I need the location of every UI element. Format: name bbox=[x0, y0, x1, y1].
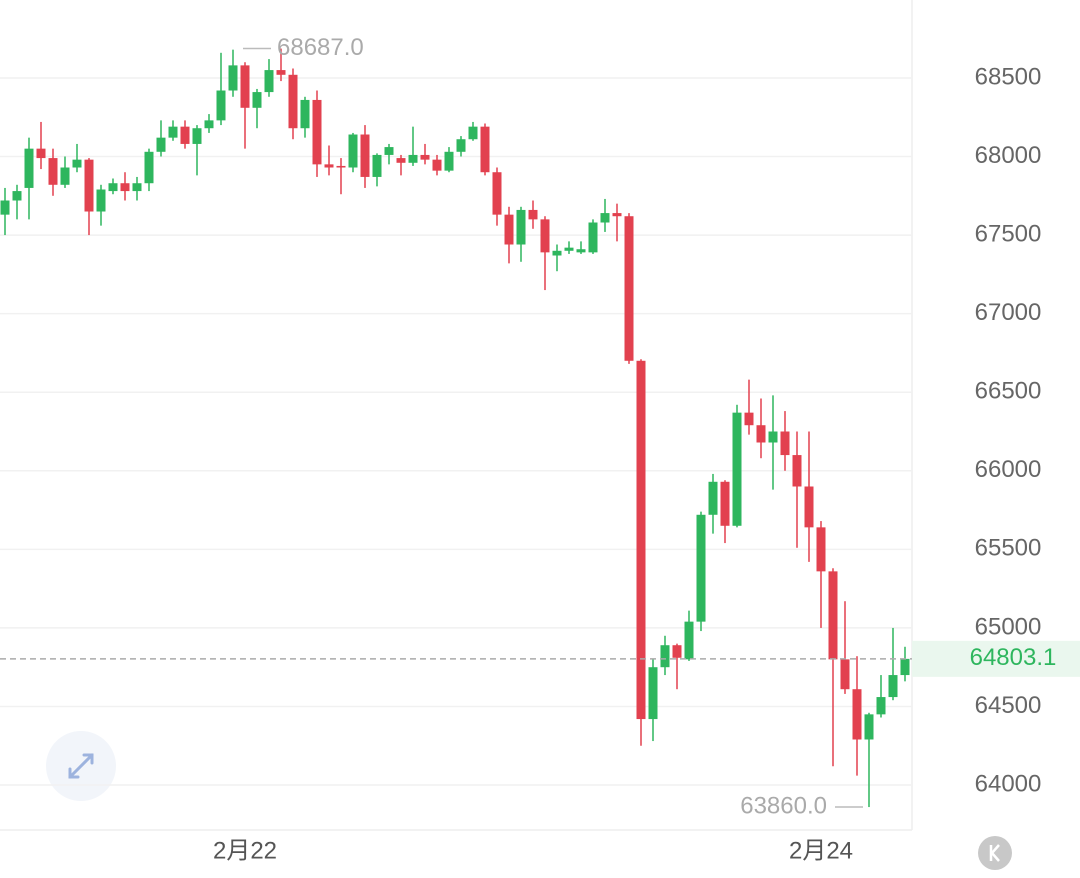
candle-body bbox=[504, 214, 514, 245]
y-tick-label: 68000 bbox=[975, 142, 1042, 169]
candle-body bbox=[264, 70, 274, 93]
candle-body bbox=[300, 99, 310, 129]
candle-body bbox=[60, 167, 70, 185]
candle-body bbox=[360, 134, 370, 177]
y-tick-label: 68500 bbox=[975, 63, 1042, 90]
candle-body bbox=[348, 134, 358, 168]
candle-body bbox=[600, 213, 610, 223]
y-tick-label: 65500 bbox=[975, 535, 1042, 562]
current-price-tag bbox=[912, 640, 1080, 677]
candle-body bbox=[552, 250, 562, 256]
candle-body bbox=[84, 159, 94, 212]
kline-circle[interactable] bbox=[978, 836, 1012, 870]
candle-body bbox=[840, 659, 850, 690]
candle-body bbox=[768, 431, 778, 443]
x-tick-label: 2月24 bbox=[789, 837, 853, 864]
candle-body bbox=[612, 213, 622, 217]
candle-body bbox=[732, 412, 742, 526]
candle-body bbox=[864, 714, 874, 740]
candle-body bbox=[624, 216, 634, 361]
candle-body bbox=[120, 183, 130, 192]
candle-body bbox=[588, 222, 598, 253]
y-tick-label: 64500 bbox=[975, 692, 1042, 719]
candle-body bbox=[144, 151, 154, 184]
candle-body bbox=[852, 689, 862, 740]
candle-body bbox=[660, 645, 670, 668]
candle-body bbox=[372, 154, 382, 177]
candle-body bbox=[816, 527, 826, 572]
candle-body bbox=[684, 621, 694, 660]
candle-body bbox=[828, 571, 838, 660]
candle-body bbox=[0, 200, 10, 215]
candle-body bbox=[420, 154, 430, 160]
candle-body bbox=[192, 128, 202, 144]
expand-button[interactable] bbox=[46, 731, 116, 801]
y-tick-label: 66500 bbox=[975, 378, 1042, 405]
annotation-label: 68687.0 bbox=[277, 34, 364, 61]
y-tick-label: 65000 bbox=[975, 613, 1042, 640]
candle-body bbox=[672, 645, 682, 658]
candle-body bbox=[876, 697, 886, 715]
candle-body bbox=[396, 158, 406, 163]
candle-body bbox=[408, 154, 418, 163]
candle-body bbox=[480, 126, 490, 173]
candle-body bbox=[324, 164, 334, 168]
candle-body bbox=[804, 486, 814, 528]
candle-body bbox=[228, 65, 238, 91]
candle-body bbox=[108, 183, 118, 192]
candle-body bbox=[156, 137, 166, 152]
expand-icon[interactable] bbox=[68, 753, 94, 779]
candle-body bbox=[252, 92, 262, 108]
candle-body bbox=[180, 126, 190, 144]
candle-body bbox=[576, 249, 586, 253]
y-tick-label: 67000 bbox=[975, 299, 1042, 326]
candle-body bbox=[276, 70, 286, 75]
candle-body bbox=[240, 65, 250, 108]
annotation-label: 63860.0 bbox=[740, 792, 827, 819]
candle-body bbox=[36, 148, 46, 159]
candle-body bbox=[696, 514, 706, 622]
candle-body bbox=[720, 481, 730, 526]
candle-body bbox=[432, 159, 442, 171]
candle-body bbox=[492, 172, 502, 215]
candle-body bbox=[648, 667, 658, 720]
candle-body bbox=[336, 165, 346, 168]
candle-body bbox=[780, 431, 790, 456]
y-tick-label: 64000 bbox=[975, 770, 1042, 797]
candle-body bbox=[540, 219, 550, 253]
candle-body bbox=[96, 189, 106, 212]
candle-body bbox=[756, 425, 766, 443]
candle-body bbox=[48, 158, 58, 185]
current-price-label: 64803.1 bbox=[970, 644, 1057, 671]
candle-body bbox=[888, 675, 898, 698]
candle-body bbox=[444, 151, 454, 171]
candle-body bbox=[744, 412, 754, 426]
candle-body bbox=[792, 455, 802, 487]
x-tick-label: 2月22 bbox=[213, 837, 277, 864]
candle-body bbox=[312, 99, 322, 165]
candle-body bbox=[516, 209, 526, 245]
kline-button[interactable] bbox=[978, 836, 1012, 870]
candle-body bbox=[708, 481, 718, 515]
candle-body bbox=[528, 209, 538, 220]
kline-icon[interactable] bbox=[989, 844, 1000, 862]
candle-body bbox=[24, 148, 34, 188]
candle-body bbox=[168, 126, 178, 138]
candle-body bbox=[564, 247, 574, 251]
y-tick-label: 67500 bbox=[975, 220, 1042, 247]
candle-body bbox=[384, 147, 394, 155]
candle-body bbox=[456, 139, 466, 152]
candle-body bbox=[636, 360, 646, 720]
candle-body bbox=[12, 191, 22, 201]
candle-body bbox=[72, 159, 82, 168]
candle-body bbox=[204, 120, 214, 129]
candle-body bbox=[132, 183, 142, 192]
candle-body bbox=[900, 658, 910, 676]
y-tick-label: 66000 bbox=[975, 456, 1042, 483]
candle-body bbox=[288, 74, 298, 129]
candle-body bbox=[468, 126, 478, 140]
candle-body bbox=[216, 90, 226, 121]
